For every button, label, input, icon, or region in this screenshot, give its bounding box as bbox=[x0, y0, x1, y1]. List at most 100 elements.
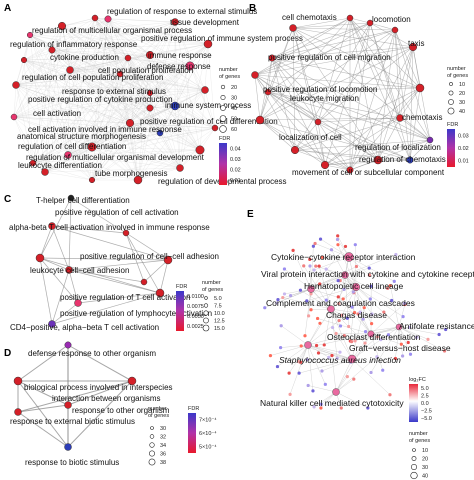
a-edges-edge bbox=[13, 116, 181, 169]
panel-a-size-title-1: number bbox=[219, 67, 238, 73]
panel-e-edge bbox=[303, 265, 332, 310]
gene-node bbox=[381, 368, 385, 372]
b-edges-edge bbox=[409, 87, 421, 161]
a-edges-edge bbox=[67, 54, 151, 156]
a-edges-edge bbox=[67, 154, 139, 181]
a-edges-edge bbox=[13, 43, 209, 118]
a-edges-edge bbox=[51, 49, 201, 151]
panel-a-fdr-colorbar bbox=[219, 143, 227, 185]
size-legend-label: 5.0 bbox=[214, 296, 222, 302]
network-node bbox=[195, 145, 205, 155]
a-edges-edge bbox=[51, 49, 151, 94]
a-edges-edge bbox=[61, 17, 96, 27]
a-edges-edge bbox=[61, 25, 176, 107]
b-edges-edge bbox=[349, 29, 396, 171]
a-edges-edge bbox=[199, 89, 206, 151]
size-legend-label: 40 bbox=[422, 474, 428, 480]
panel-e-edge bbox=[370, 326, 400, 335]
colorbar-tick-label: 0.0025 bbox=[187, 324, 204, 330]
a-edges-edge bbox=[51, 25, 63, 51]
a-edges-edge bbox=[15, 84, 201, 151]
a-edges-edge bbox=[127, 43, 209, 59]
a-edges-edge bbox=[32, 105, 176, 164]
a-edges-edge bbox=[13, 116, 46, 173]
a-edges-edge bbox=[29, 34, 151, 56]
a-edges-edge bbox=[15, 84, 69, 156]
a-edges-edge bbox=[107, 18, 201, 151]
a-edges-edge bbox=[149, 89, 206, 109]
term-label-response-to-other-organism: response to other organism bbox=[72, 406, 170, 415]
a-edges-edge bbox=[119, 73, 131, 124]
panel-e-edge bbox=[351, 333, 372, 360]
a-edges-edge bbox=[91, 18, 109, 148]
a-edges-edge bbox=[32, 127, 216, 164]
panel-c-fdr-colorbar bbox=[176, 291, 184, 331]
gene-node bbox=[316, 351, 321, 355]
a-edges-edge bbox=[69, 21, 176, 71]
a-edges-edge bbox=[51, 49, 131, 124]
panel-e-edge bbox=[335, 391, 368, 409]
a-edges-edge bbox=[129, 65, 191, 124]
b-edges-edge bbox=[394, 29, 411, 161]
network-node bbox=[64, 151, 72, 159]
a-edges-edge bbox=[91, 54, 151, 181]
network-node bbox=[268, 54, 276, 62]
gene-node bbox=[339, 406, 343, 410]
panel-b-fdr-colorbar bbox=[447, 129, 455, 167]
gene-node bbox=[309, 308, 313, 312]
gene-node bbox=[337, 318, 341, 323]
panel-c-labels: T-helper cell differentiation positive re… bbox=[9, 196, 219, 332]
network-node bbox=[408, 42, 418, 52]
gene-node bbox=[322, 343, 326, 347]
a-edges-edge bbox=[69, 69, 161, 134]
panel-a: A regulation of response to external sti… bbox=[4, 3, 303, 186]
panel-e-size-legend: 10 20 30 40 bbox=[410, 448, 428, 480]
a-edges-edge bbox=[32, 132, 161, 164]
a-edges-edge bbox=[29, 34, 201, 151]
gene-node bbox=[341, 297, 345, 301]
c-edges-edge bbox=[143, 259, 169, 283]
gene-node bbox=[351, 290, 355, 294]
network-node bbox=[146, 89, 154, 97]
panel-e-size-title-2: of genes bbox=[409, 438, 430, 444]
a-edges-edge bbox=[51, 49, 206, 91]
b-edges-edge bbox=[349, 17, 421, 89]
a-edges-edge bbox=[91, 18, 109, 181]
b-edges-edge bbox=[292, 27, 319, 123]
size-legend-label: 36 bbox=[160, 452, 166, 458]
b-edges-edge bbox=[259, 17, 351, 121]
a-edges-edge bbox=[69, 69, 151, 94]
d-edges-edge bbox=[17, 344, 69, 382]
term-label-natural-killer-cell-mediated-cytotoxicit: Natural killer cell mediated cytotoxicit… bbox=[260, 398, 404, 408]
gene-node bbox=[350, 305, 354, 309]
a-edges-edge bbox=[159, 127, 216, 134]
panel-b-letter: B bbox=[249, 3, 256, 14]
size-legend-circle bbox=[203, 310, 209, 316]
a-edges-edge bbox=[61, 25, 151, 94]
c-edges-edge bbox=[68, 269, 79, 304]
term-label-chemotaxis: chemotaxis bbox=[402, 113, 442, 122]
network-node bbox=[314, 118, 322, 126]
gene-node bbox=[318, 321, 322, 325]
a-edges-edge bbox=[207, 43, 216, 129]
a-edges-edge bbox=[174, 89, 206, 107]
gene-node bbox=[320, 369, 324, 373]
size-legend-circle bbox=[449, 82, 453, 86]
gene-node bbox=[311, 389, 315, 393]
pathway-node bbox=[344, 252, 354, 262]
a-edges-edge bbox=[174, 43, 209, 107]
a-edges-edge bbox=[13, 65, 191, 118]
a-edges-edge bbox=[204, 89, 216, 129]
a-edges-edge bbox=[129, 122, 161, 134]
a-edges-edge bbox=[13, 49, 53, 118]
a-edges-edge bbox=[61, 25, 131, 124]
a-edges-edge bbox=[159, 43, 209, 134]
b-edges-edge bbox=[399, 87, 421, 119]
network-node bbox=[426, 136, 434, 144]
size-legend-circle bbox=[410, 463, 417, 470]
a-edges-edge bbox=[149, 21, 176, 56]
a-edges-edge bbox=[67, 154, 93, 181]
panel-d-labels: defense response to other organism biolog… bbox=[10, 349, 173, 467]
a-edges-edge bbox=[13, 116, 161, 134]
